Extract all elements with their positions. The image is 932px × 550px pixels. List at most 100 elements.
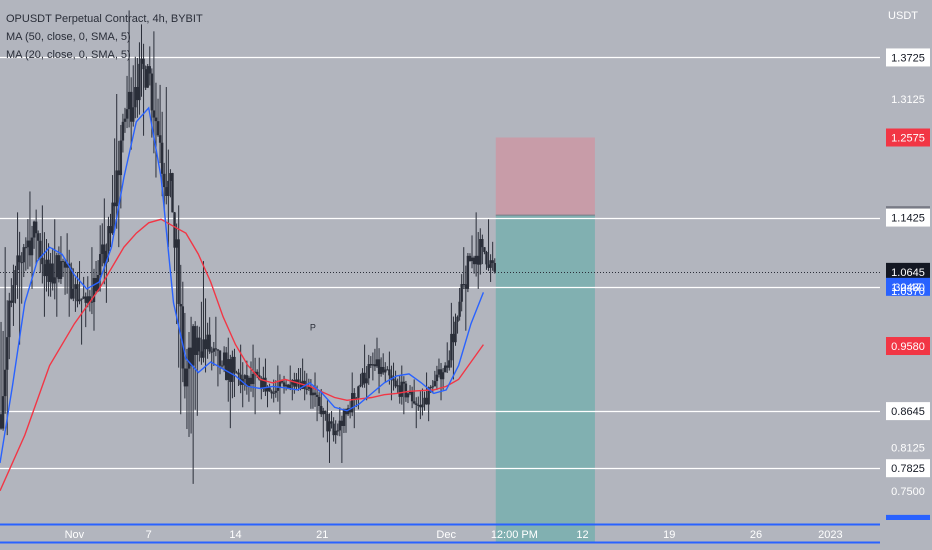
x-tick-label: 7 xyxy=(146,529,152,541)
price-label-bg xyxy=(886,48,930,67)
candle-body xyxy=(156,121,160,136)
candle-body xyxy=(381,366,385,373)
candle-body xyxy=(167,180,170,196)
candle-body xyxy=(272,392,275,394)
candle-body xyxy=(119,140,123,176)
candle-body xyxy=(72,288,75,299)
candle-body xyxy=(169,173,172,181)
candle-body xyxy=(326,413,329,432)
price-label[interactable]: 0.7500 xyxy=(891,486,925,498)
candle-body xyxy=(377,359,381,374)
candle-body xyxy=(379,366,383,374)
price-label[interactable]: 1.1425 xyxy=(891,213,925,225)
candle-body xyxy=(237,372,240,375)
candle-body xyxy=(191,326,195,366)
price-label[interactable]: 0.8645 xyxy=(891,406,925,418)
candle-body xyxy=(361,372,364,385)
candle-body xyxy=(351,393,354,413)
candle-body xyxy=(88,296,92,302)
candle-body xyxy=(86,296,89,303)
candle-body xyxy=(330,421,333,424)
candle-body xyxy=(458,301,461,317)
candle-body xyxy=(251,373,255,385)
chart-marker-p[interactable]: P xyxy=(310,323,316,333)
candle-body xyxy=(400,381,403,397)
price-label[interactable]: 1.0430 xyxy=(891,282,925,294)
candle-body xyxy=(406,393,410,398)
legend-ma20[interactable]: MA (20, close, 0, SMA, 5) xyxy=(6,49,131,61)
price-label[interactable]: 0.7825 xyxy=(891,463,925,475)
candle-body xyxy=(456,316,459,322)
candle-body xyxy=(229,359,232,382)
ma50-line[interactable] xyxy=(0,218,484,492)
price-label[interactable]: 0.8125 xyxy=(891,442,925,454)
candle-body xyxy=(460,284,463,302)
candle-body xyxy=(53,277,56,284)
price-label[interactable]: 1.0370 xyxy=(891,286,925,298)
candle-body xyxy=(359,384,362,387)
candle-body xyxy=(216,349,220,351)
legend-ma50[interactable]: MA (50, close, 0, SMA, 5) xyxy=(6,31,131,43)
candle-body xyxy=(328,421,331,432)
candle-body xyxy=(14,270,17,286)
ma20-line[interactable] xyxy=(0,106,485,464)
candle-body xyxy=(334,430,337,436)
candle-body xyxy=(427,387,430,405)
candle-body xyxy=(373,364,377,367)
candle-body xyxy=(270,391,273,394)
candle-body xyxy=(175,239,178,248)
candle-body xyxy=(390,375,393,379)
candle-body xyxy=(51,263,54,284)
candle-body xyxy=(394,380,397,387)
candle-body xyxy=(305,388,308,390)
price-label[interactable]: 1.3125 xyxy=(891,94,925,106)
candle-body xyxy=(16,255,19,271)
candle-body xyxy=(421,404,424,408)
candle-body xyxy=(103,244,106,264)
candle-body xyxy=(98,254,102,275)
candle-body xyxy=(441,372,445,380)
candle-body xyxy=(148,66,151,74)
candle-body xyxy=(138,63,141,101)
currency-label: USDT xyxy=(888,10,918,22)
candle-body xyxy=(317,396,321,406)
candle-body xyxy=(28,240,32,256)
price-label[interactable]: 0.9580 xyxy=(891,341,925,353)
candle-body xyxy=(154,117,158,122)
candle-body xyxy=(429,387,432,389)
candle-body xyxy=(101,244,104,255)
stop-loss-zone[interactable] xyxy=(495,137,595,216)
price-label[interactable]: 1.0645 xyxy=(891,267,925,279)
candle-body xyxy=(24,247,28,249)
price-label[interactable]: 1.3725 xyxy=(891,52,925,64)
candle-body xyxy=(388,369,391,376)
price-label-bg xyxy=(886,459,930,478)
candle-body xyxy=(61,261,65,263)
take-profit-zone[interactable] xyxy=(495,215,595,542)
candle-body xyxy=(235,372,238,374)
candle-body xyxy=(439,369,443,380)
x-tick-label: Dec xyxy=(436,529,456,541)
candle-body xyxy=(41,257,44,265)
candle-body xyxy=(489,260,492,268)
candle-body xyxy=(375,359,379,367)
candle-body xyxy=(365,378,368,384)
candle-body xyxy=(491,260,494,264)
price-label[interactable]: 1.2575 xyxy=(891,133,925,145)
candle-body xyxy=(109,226,112,234)
candle-body xyxy=(410,390,414,402)
candle-body xyxy=(165,187,168,196)
candle-body xyxy=(111,202,114,234)
x-tick-label: 21 xyxy=(316,529,328,541)
candle-body xyxy=(369,364,372,366)
candle-body xyxy=(342,409,346,426)
candle-body xyxy=(194,326,197,355)
candle-body xyxy=(423,397,426,405)
candle-body xyxy=(336,430,339,432)
candle-body xyxy=(324,410,327,414)
candle-body xyxy=(355,397,358,399)
candle-body xyxy=(419,404,422,408)
candle-body xyxy=(363,372,366,384)
candle-body xyxy=(125,109,129,119)
